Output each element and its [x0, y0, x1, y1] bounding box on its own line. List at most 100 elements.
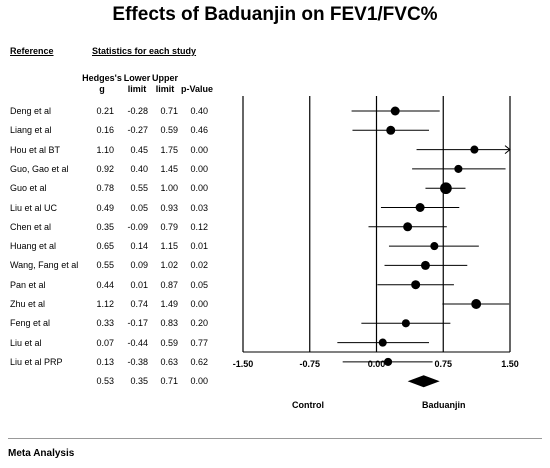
ci-arrow: [504, 145, 511, 154]
study-row: Liu et al 0.07 -0.44 0.59 0.77: [0, 338, 550, 352]
cell-lower: 0.55: [130, 183, 148, 194]
cell-lower: -0.27: [127, 125, 148, 136]
cell-lower: 0.09: [130, 260, 148, 271]
study-row: Deng et al 0.21 -0.28 0.71 0.40: [0, 106, 550, 120]
cell-p: 0.00: [190, 183, 208, 194]
cell-upper: 1.45: [160, 163, 178, 174]
cell-upper: 1.00: [160, 183, 178, 194]
cell-p: 0.02: [190, 260, 208, 271]
effect-marker: [401, 319, 410, 328]
cell-g: 0.13: [96, 356, 114, 367]
cell-g: 0.16: [96, 125, 114, 136]
cell-p: 0.40: [190, 106, 208, 116]
cell-p: 0.03: [190, 202, 208, 213]
cell-upper: 0.59: [160, 337, 178, 348]
cell-g: 0.07: [96, 337, 114, 348]
effect-marker: [403, 222, 413, 232]
x-tick-label: -1.50: [233, 359, 254, 369]
cell-lower: 0.14: [130, 241, 148, 252]
lower-header: Lower limit: [123, 73, 151, 94]
cell-name: Huang et al: [10, 241, 57, 252]
cell-p: 0.20: [190, 318, 208, 329]
cell-p: 0.77: [190, 337, 208, 348]
cell-name: Wang, Fang et al: [10, 260, 79, 271]
study-row: Feng et al 0.33 -0.17 0.83 0.20: [0, 318, 550, 332]
cell-name: Guo et al: [10, 183, 47, 194]
study-row: Wang, Fang et al 0.55 0.09 1.02 0.02: [0, 260, 550, 274]
cell-p: 0.46: [190, 125, 208, 136]
cell-name: Liu et al PRP: [10, 356, 63, 367]
cell-g: 0.65: [96, 241, 114, 252]
cell-name: Deng et al: [10, 106, 52, 116]
cell-g: 1.12: [96, 299, 114, 309]
cell-lower: -0.44: [127, 337, 148, 348]
cell-lower: -0.28: [127, 106, 148, 116]
cell-g: 0.92: [96, 163, 114, 174]
cell-lower: 0.74: [130, 299, 148, 309]
study-row: Chen et al 0.35 -0.09 0.79 0.12: [0, 222, 550, 236]
study-row: Hou et al BT 1.10 0.45 1.75 0.00: [0, 145, 550, 159]
x-tick-label: 0.00: [368, 359, 386, 369]
cell-p: 0.00: [190, 144, 208, 155]
upper-header: Upper limit: [151, 73, 178, 94]
effect-marker: [430, 242, 439, 251]
effect-marker: [420, 260, 430, 270]
cell-p: 0.00: [190, 376, 208, 387]
cell-upper: 0.63: [160, 356, 178, 367]
favors-baduanjin-label: Baduanjin: [422, 400, 466, 410]
x-tick-label: 1.50: [501, 359, 519, 369]
effect-marker: [390, 106, 400, 116]
pooled-row: 0.53 0.35 0.71 0.00: [0, 376, 550, 390]
effect-marker: [415, 203, 425, 212]
cell-p: 0.62: [190, 356, 208, 367]
cell-name: Hou et al BT: [10, 144, 61, 155]
cell-upper: 0.71: [160, 106, 178, 116]
effect-marker: [378, 338, 387, 347]
cell-g: 0.44: [96, 279, 114, 290]
divider: [8, 438, 542, 439]
study-row: Guo et al 0.78 0.55 1.00 0.00: [0, 183, 550, 197]
effect-marker: [471, 299, 482, 309]
effect-marker: [440, 182, 452, 195]
cell-upper: 0.71: [160, 376, 178, 387]
cell-g: 0.78: [96, 183, 114, 194]
effect-marker: [454, 164, 463, 173]
cell-p: 0.05: [190, 279, 208, 290]
pvalue-header: p-Value: [180, 84, 213, 94]
cell-lower: -0.09: [127, 221, 148, 232]
reference-header: Reference: [10, 46, 54, 56]
cell-upper: 1.75: [160, 144, 178, 155]
x-tick-label: 0.75: [434, 359, 452, 369]
x-tick-label: -0.75: [299, 359, 320, 369]
effect-marker: [411, 280, 421, 290]
cell-name: Chen et al: [10, 221, 52, 232]
cell-g: 0.53: [96, 376, 114, 387]
cell-lower: 0.40: [130, 163, 148, 174]
study-row: Liu et al UC 0.49 0.05 0.93 0.03: [0, 203, 550, 217]
cell-g: 0.55: [96, 260, 114, 271]
cell-p: 0.01: [190, 241, 208, 252]
cell-upper: 0.93: [160, 202, 178, 213]
footer-label: Meta Analysis: [8, 448, 75, 459]
cell-name: Feng et al: [10, 318, 51, 329]
stats-group-header: Statistics for each study: [92, 46, 197, 56]
effect-marker: [386, 125, 396, 135]
cell-upper: 0.79: [160, 221, 178, 232]
cell-upper: 0.59: [160, 125, 178, 136]
cell-g: 0.35: [96, 221, 114, 232]
study-row: Liu et al PRP 0.13 -0.38 0.63 0.62: [0, 357, 550, 371]
cell-upper: 1.49: [160, 299, 178, 309]
effect-marker: [384, 357, 393, 366]
cell-g: 0.49: [96, 202, 114, 213]
cell-lower: 0.01: [130, 279, 148, 290]
chart-title: Effects of Baduanjin on FEV1/FVC%: [112, 4, 438, 25]
cell-p: 0.12: [190, 221, 208, 232]
effect-marker: [470, 145, 479, 154]
cell-lower: 0.05: [130, 202, 148, 213]
study-row: Liang et al 0.16 -0.27 0.59 0.46: [0, 125, 550, 139]
cell-name: Liu et al: [10, 337, 42, 348]
cell-p: 0.00: [190, 299, 208, 309]
cell-lower: -0.38: [127, 356, 148, 367]
study-row: Huang et al 0.65 0.14 1.15 0.01: [0, 241, 550, 255]
